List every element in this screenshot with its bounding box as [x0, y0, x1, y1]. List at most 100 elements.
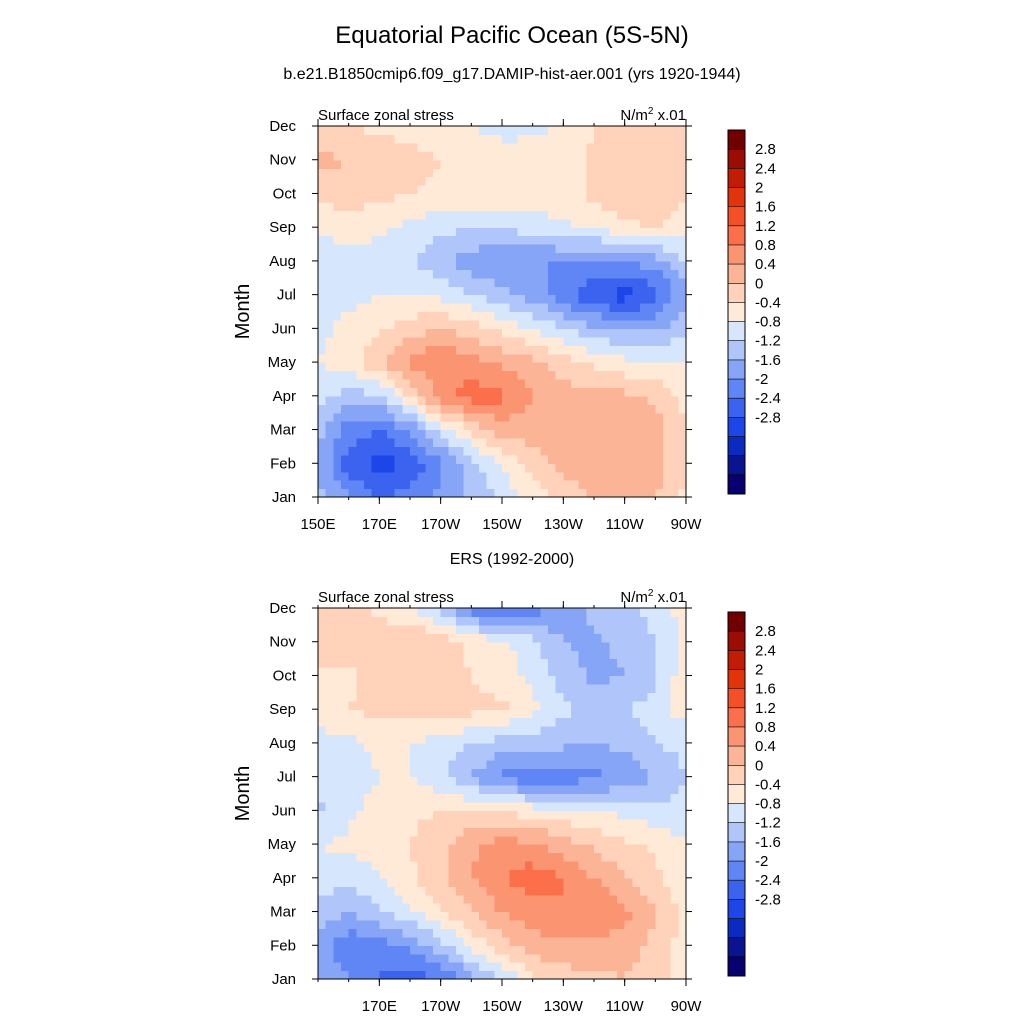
heatmap-cell [333, 201, 342, 211]
heatmap-cell [456, 835, 465, 845]
heatmap-cell [341, 244, 350, 254]
heatmap-cell [586, 911, 595, 921]
heatmap-cell [394, 650, 403, 660]
heatmap-cell [601, 919, 610, 930]
heatmap-cell [318, 303, 327, 313]
heatmap-cell [647, 768, 656, 778]
heatmap-cell [348, 353, 357, 363]
heatmap-cell [379, 159, 388, 169]
heatmap-cell [402, 700, 411, 710]
heatmap-cell [670, 319, 679, 329]
heatmap-cell [678, 471, 687, 481]
heatmap-cell [379, 801, 388, 811]
heatmap-cell [379, 692, 388, 702]
heatmap-cell [479, 860, 488, 870]
heatmap-cell [417, 277, 426, 287]
heatmap-cell [509, 793, 518, 803]
heatmap-cell [601, 454, 610, 464]
heatmap-cell [670, 785, 679, 795]
heatmap-cells-1 [318, 126, 687, 498]
heatmap-cell [578, 277, 587, 287]
heatmap-cell [433, 608, 442, 618]
heatmap-cell [601, 437, 610, 448]
heatmap-cell [433, 667, 442, 677]
heatmap-cell [678, 345, 687, 355]
heatmap-cell [348, 911, 357, 921]
heatmap-cell [463, 387, 472, 397]
heatmap-cell [387, 667, 396, 677]
heatmap-cell [325, 126, 334, 136]
heatmap-cell [440, 446, 449, 456]
heatmap-cell [433, 421, 442, 431]
heatmap-cell [440, 827, 449, 837]
heatmap-cell [640, 193, 649, 203]
heatmap-cell [471, 616, 480, 626]
heatmap-cell [325, 785, 334, 795]
heatmap-cell [318, 429, 327, 439]
heatmap-cell [601, 894, 610, 904]
heatmap-cell [463, 134, 472, 144]
heatmap-cell [433, 193, 442, 203]
heatmap-cell [425, 759, 434, 769]
heatmap-cell [678, 159, 687, 169]
heatmap-cell [578, 421, 587, 431]
heatmap-cell [348, 480, 357, 490]
heatmap-cell [509, 911, 518, 921]
heatmap-cell [379, 454, 388, 464]
heatmap-cell [517, 319, 526, 329]
heatmap-cell [486, 818, 495, 828]
heatmap-cell [463, 633, 472, 643]
heatmap-cell [402, 860, 411, 870]
heatmap-cell [563, 911, 572, 921]
heatmap-cell [617, 877, 626, 887]
heatmap-cell [563, 734, 572, 744]
heatmap-cell [555, 319, 564, 329]
heatmap-cell [325, 886, 334, 896]
panel-left-label: Surface zonal stress [318, 589, 454, 606]
heatmap-cell [647, 134, 656, 144]
heatmap-cell [356, 218, 365, 228]
heatmap-cell [318, 852, 327, 862]
heatmap-cell [571, 260, 580, 270]
heatmap-cell [670, 683, 679, 693]
heatmap-cell [425, 345, 434, 355]
heatmap-cell [356, 751, 365, 761]
heatmap-cell [609, 454, 618, 464]
heatmap-cell [463, 818, 472, 828]
colorbar-label: -2 [755, 853, 768, 870]
heatmap-cell [333, 860, 342, 870]
heatmap-cell [594, 818, 603, 828]
heatmap-cell [471, 480, 480, 490]
heatmap-cell [655, 827, 664, 837]
heatmap-cell [578, 700, 587, 710]
heatmap-cell [356, 429, 365, 439]
heatmap-cell [341, 429, 350, 439]
heatmap-cell [632, 378, 641, 388]
heatmap-cell [433, 362, 442, 372]
heatmap-cell [341, 463, 350, 473]
heatmap-cell [517, 928, 526, 938]
heatmap-cell [494, 650, 503, 660]
heatmap-cell [670, 471, 679, 481]
heatmap-cell [333, 810, 342, 820]
heatmap-cell [494, 616, 503, 626]
heatmap-cell [425, 159, 434, 169]
heatmap-cell [601, 311, 610, 321]
heatmap-cell [586, 126, 595, 136]
heatmap-cell [555, 244, 564, 254]
colorbar-swatch [728, 937, 745, 958]
heatmap-cell [532, 311, 541, 321]
heatmap-cell [525, 608, 534, 618]
heatmap-cell [624, 311, 633, 321]
heatmap-cell [479, 970, 488, 980]
heatmap-cell [525, 404, 534, 414]
heatmap-cell [333, 835, 342, 845]
heatmap-cell [333, 319, 342, 329]
heatmap-cell [655, 421, 664, 431]
heatmap-cell [318, 616, 327, 626]
heatmap-cell [548, 269, 557, 279]
heatmap-cell [494, 404, 503, 414]
heatmap-cell [341, 793, 350, 803]
heatmap-cell [594, 168, 603, 178]
heatmap-cell [647, 421, 656, 431]
